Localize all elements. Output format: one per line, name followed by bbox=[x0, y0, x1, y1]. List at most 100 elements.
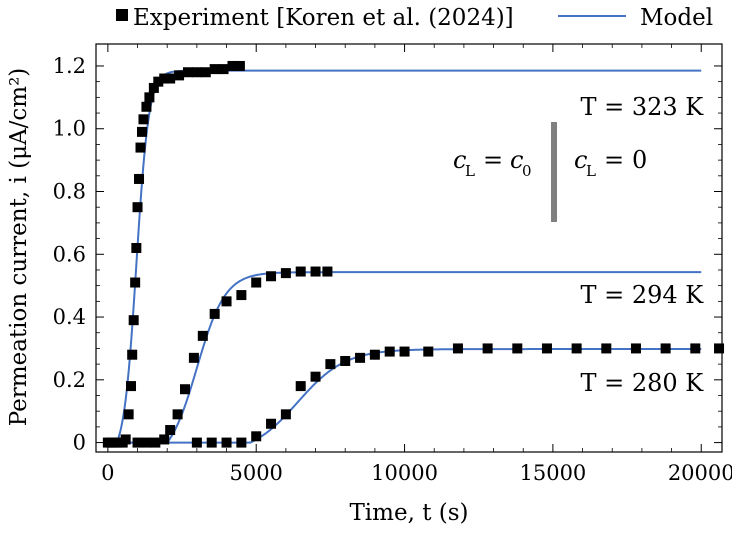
experiment-point bbox=[209, 64, 220, 75]
experiment-point bbox=[132, 437, 143, 448]
x-axis-title: Time, t (s) bbox=[349, 500, 468, 526]
legend-experiment-label: Experiment [Koren et al. (2024)] bbox=[133, 5, 514, 31]
y-tick-label: 0 bbox=[73, 431, 86, 455]
axis-ticks bbox=[96, 44, 722, 452]
legend-model-label: Model bbox=[640, 5, 713, 31]
experiment-point bbox=[322, 266, 333, 277]
svg-text:0: 0 bbox=[522, 162, 532, 180]
legend-experiment-marker bbox=[116, 9, 128, 21]
experiment-point bbox=[571, 343, 582, 354]
experiment-point bbox=[325, 359, 336, 370]
experiment-point bbox=[123, 409, 134, 420]
experiment-point bbox=[136, 126, 147, 137]
experiment-markers bbox=[102, 60, 725, 448]
experiment-point bbox=[131, 243, 142, 253]
experiment-point bbox=[141, 437, 152, 448]
experiment-point bbox=[690, 343, 701, 354]
legend: Experiment [Koren et al. (2024)] Model bbox=[116, 5, 713, 31]
svg-text:c: c bbox=[510, 146, 523, 174]
boundary-condition-right: c L = 0 bbox=[574, 146, 647, 180]
temperature-label: T = 294 K bbox=[580, 281, 704, 309]
experiment-point bbox=[340, 355, 351, 366]
experiment-point bbox=[206, 437, 217, 448]
experiment-point bbox=[153, 76, 164, 87]
x-tick-label: 20000 bbox=[668, 461, 732, 485]
experiment-point bbox=[150, 437, 161, 448]
experiment-point bbox=[144, 92, 155, 103]
experiment-point bbox=[138, 114, 149, 125]
svg-text:=: = bbox=[483, 146, 503, 174]
x-tick-labels: 0 5000 10000 15000 20000 bbox=[101, 461, 732, 485]
x-tick-label: 10000 bbox=[371, 461, 438, 485]
experiment-point bbox=[384, 346, 395, 357]
experiment-point bbox=[660, 343, 671, 354]
boundary-condition-left: c L = c 0 bbox=[453, 146, 532, 180]
x-tick-label: 15000 bbox=[519, 461, 586, 485]
x-tick-label: 0 bbox=[101, 461, 114, 485]
svg-text:0: 0 bbox=[632, 146, 647, 174]
svg-text:c: c bbox=[574, 146, 587, 174]
svg-text:c: c bbox=[453, 146, 466, 174]
experiment-point bbox=[141, 101, 152, 112]
experiment-point bbox=[355, 352, 366, 363]
experiment-point bbox=[714, 343, 725, 354]
experiment-point bbox=[182, 67, 193, 78]
experiment-point bbox=[369, 349, 380, 360]
x-tick-label: 5000 bbox=[229, 461, 282, 485]
experiment-point bbox=[200, 67, 211, 78]
y-tick-label: 0.6 bbox=[53, 242, 86, 266]
experiment-point bbox=[280, 268, 291, 279]
experiment-point bbox=[227, 60, 238, 71]
y-tick-label: 0.2 bbox=[53, 368, 86, 392]
experiment-point bbox=[452, 343, 463, 354]
plot-frame bbox=[95, 43, 723, 453]
experiment-point bbox=[423, 346, 434, 357]
experiment-point bbox=[266, 271, 277, 282]
experiment-point bbox=[310, 266, 321, 277]
experiment-point bbox=[148, 82, 159, 93]
y-tick-label: 1.2 bbox=[53, 54, 86, 78]
svg-text:L: L bbox=[586, 162, 596, 180]
experiment-point bbox=[236, 290, 247, 301]
experiment-point bbox=[221, 296, 232, 307]
experiment-point bbox=[251, 277, 262, 288]
temperature-annotations: T = 323 K T = 294 K T = 280 K bbox=[580, 93, 704, 397]
y-tick-label: 1.0 bbox=[53, 117, 86, 141]
temperature-label: T = 323 K bbox=[580, 93, 704, 121]
experiment-point bbox=[482, 343, 493, 354]
svg-text:L: L bbox=[465, 162, 475, 180]
experiment-point bbox=[172, 409, 183, 420]
experiment-point bbox=[127, 349, 138, 360]
y-tick-labels: 0 0.2 0.4 0.6 0.8 1.0 1.2 bbox=[53, 54, 86, 455]
boundary-divider bbox=[551, 122, 557, 222]
experiment-point bbox=[251, 431, 262, 442]
temperature-label: T = 280 K bbox=[580, 369, 704, 397]
experiment-point bbox=[135, 142, 146, 153]
experiment-point bbox=[236, 437, 247, 448]
experiment-point bbox=[130, 277, 141, 288]
experiment-point bbox=[541, 343, 552, 354]
y-axis-title: Permeation current, i (μA/cm²) bbox=[6, 68, 32, 427]
experiment-point bbox=[399, 346, 410, 357]
experiment-point bbox=[159, 73, 170, 84]
experiment-point bbox=[221, 437, 232, 448]
experiment-point bbox=[630, 343, 641, 354]
experiment-point bbox=[191, 437, 202, 448]
experiment-point bbox=[120, 434, 131, 445]
svg-text:=: = bbox=[604, 146, 624, 174]
experiment-point bbox=[295, 266, 306, 277]
experiment-point bbox=[159, 434, 170, 445]
experiment-point bbox=[128, 315, 139, 326]
y-tick-label: 0.8 bbox=[53, 180, 86, 204]
experiment-point bbox=[165, 73, 176, 84]
experiment-point bbox=[180, 384, 191, 395]
y-tick-label: 0.4 bbox=[53, 305, 86, 329]
experiment-point bbox=[209, 308, 220, 319]
experiment-point bbox=[174, 70, 185, 81]
experiment-point bbox=[132, 202, 143, 213]
experiment-point bbox=[295, 381, 306, 392]
experiment-point bbox=[165, 425, 176, 436]
experiment-point bbox=[188, 352, 199, 363]
experiment-point bbox=[197, 330, 208, 341]
